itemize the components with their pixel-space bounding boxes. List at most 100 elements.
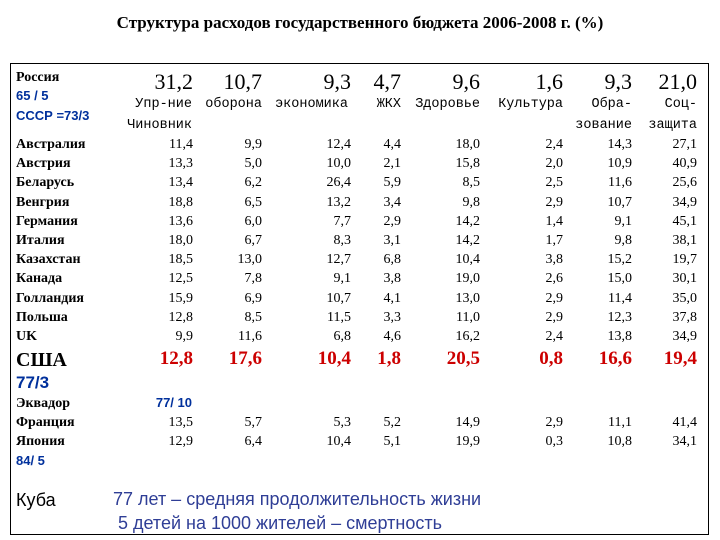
table-cell: 7,7 [333,213,352,229]
table-cell: 2,4 [545,329,564,344]
table-cell: 13,6 [168,213,194,229]
table-cell: 13,3 [168,156,194,172]
table-cell: 6,2 [244,175,263,191]
table-cell: 3,8 [545,252,564,268]
row-label-country: Австралия [16,137,86,152]
table-cell: 3,3 [383,309,402,325]
table-cell: 37,8 [672,309,698,325]
table-cell: 12,7 [326,252,352,268]
france-value: 5,3 [333,415,352,430]
table-cell: 10,7 [607,194,633,210]
usa-value: 10,4 [317,348,351,369]
table-cell: 11,6 [238,329,262,344]
row-label-cuba: Куба [16,490,56,510]
table-cell: 8,3 [333,233,352,248]
table-cell: 10,0 [326,156,352,172]
table-cell: 1,4 [545,213,564,229]
usa-value: 12,8 [159,348,193,369]
table-cell: 4,6 [383,329,402,344]
japan-value: 12,9 [168,434,194,449]
table-cell: 6,8 [333,329,352,344]
header-col7: Обра- [591,97,632,112]
table-cell: 13,4 [168,175,194,191]
table-cell: 34,9 [672,194,698,210]
table-cell: 6,0 [244,213,263,229]
row-label-country: Германия [16,213,78,229]
japan-value: 0,3 [545,434,564,449]
russia-value: 31,2 [154,69,194,94]
france-value: 5,7 [244,415,263,430]
table-cell: 26,4 [326,175,352,191]
table-cell: 12,8 [168,309,194,325]
table-cell: 14,2 [455,213,481,229]
table-cell: 1,7 [545,233,564,248]
header-col1: Упр-ние [135,97,192,112]
table-cell: 19,7 [672,252,698,268]
header-col5: Здоровье [415,97,480,112]
table-cell: 13,8 [607,329,633,344]
table-cell: 8,5 [462,175,481,191]
japan-value: 19,9 [455,434,481,449]
table-cell: 40,9 [672,156,698,172]
table-cell: 2,1 [383,156,402,172]
life-stat-ecuador: 77/ 10 [155,395,192,410]
table-cell: 45,1 [672,213,698,229]
japan-value: 5,1 [383,434,402,449]
table-cell: 10,7 [326,290,352,306]
table-cell: 6,5 [244,194,263,210]
table-cell: 15,2 [607,252,633,268]
france-value: 13,5 [168,415,194,430]
table-cell: 34,9 [672,329,698,344]
row-label-country: Голландия [16,290,84,306]
cuba-note-life: 77 лет – средняя продолжительность жизни [113,489,482,509]
header-col8-sub: защита [648,118,697,133]
france-value: 2,9 [545,415,564,430]
table-cell: 12,3 [607,309,633,325]
header-col8: Соц- [664,97,697,112]
table-cell: 2,9 [383,213,402,229]
table-cell: 6,7 [244,233,263,248]
russia-value: 21,0 [658,69,698,94]
table-cell: 4,4 [383,137,402,152]
table-cell: 12,5 [168,271,194,287]
france-value: 5,2 [383,415,402,430]
table-cell: 9,8 [614,233,633,248]
table-cell: 3,8 [383,271,402,287]
usa-value: 20,5 [446,348,480,369]
france-value: 41,4 [672,415,698,430]
row-label-usa: США [16,349,67,371]
russia-value: 1,6 [535,69,564,94]
russia-value: 9,3 [323,69,352,94]
table-cell: 6,9 [244,290,263,306]
row-label-country: Казахстан [16,252,81,268]
table-cell: 3,4 [383,194,402,210]
usa-value: 16,6 [598,348,632,369]
table-cell: 38,1 [672,233,698,248]
row-label-country: Польша [16,309,68,325]
row-label-country: Канада [16,271,63,287]
russia-value: 4,7 [373,69,402,94]
table-cell: 15,8 [455,156,481,172]
header-col1-sub: Чиновник [127,118,192,133]
table-cell: 25,6 [672,175,698,191]
table-cell: 5,9 [383,175,402,191]
table-cell: 2,0 [545,156,564,172]
row-label-russia: Россия [16,70,60,85]
table-cell: 5,0 [244,156,263,172]
header-col2: оборона [205,97,262,112]
cuba-note-mortality: 5 детей на 1000 жителей – смертность [118,513,442,533]
russia-value: 10,7 [223,69,263,94]
table-cell: 2,4 [545,137,564,152]
budget-table-frame [10,63,709,535]
table-cell: 13,0 [455,290,481,306]
france-value: 11,1 [608,415,632,430]
table-cell: 15,0 [607,271,633,287]
table-cell: 14,3 [607,137,633,152]
table-cell: 10,9 [607,156,633,172]
table-cell: 2,6 [545,271,564,287]
japan-value: 10,8 [607,434,633,449]
life-stat-usa: 77/3 [16,373,50,392]
table-cell: 3,1 [383,233,402,248]
table-cell: 19,0 [455,271,481,287]
table-cell: 9,9 [175,329,194,344]
